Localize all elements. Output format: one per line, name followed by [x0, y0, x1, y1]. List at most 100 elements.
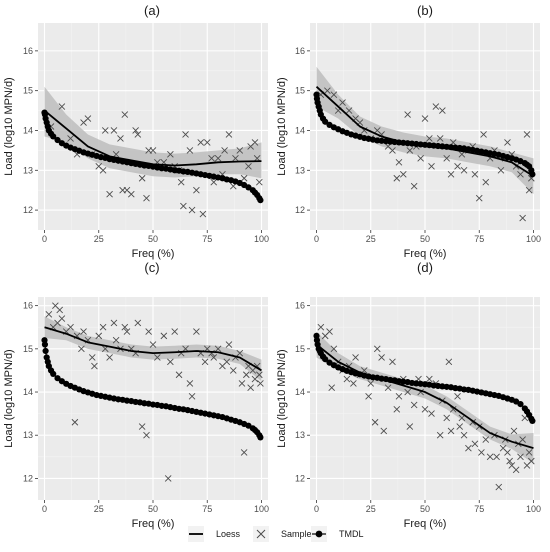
sample-point — [512, 466, 520, 474]
y-tick-label: 14 — [295, 387, 305, 397]
sample-point — [101, 127, 109, 134]
sample-point — [399, 170, 407, 178]
tmdl-point — [54, 136, 61, 144]
sample-point — [495, 483, 503, 491]
sample-point — [404, 388, 411, 396]
loess-line — [44, 326, 262, 372]
sample-point — [519, 436, 526, 443]
sample-point — [225, 341, 233, 348]
sample-point — [460, 431, 468, 439]
sample-point — [186, 380, 194, 387]
sample-point — [428, 410, 435, 417]
sample-point — [117, 135, 124, 142]
tmdl-point — [50, 370, 57, 377]
y-tick-label: 12 — [295, 473, 305, 483]
sample-point — [352, 354, 359, 361]
sample-point — [84, 115, 92, 122]
sample-point — [67, 323, 74, 331]
legend-dot-swatch — [315, 530, 323, 538]
tmdl-point — [257, 434, 264, 441]
sample-point — [221, 147, 228, 154]
y-tick-label: 16 — [295, 46, 305, 56]
sample-point — [426, 135, 433, 142]
sample-point — [193, 186, 200, 194]
sample-point — [350, 380, 357, 387]
loess-confidence-band — [316, 66, 534, 195]
chart-panel-c: 0 25 50 75 100 12 13 14 15 16 (c) Freq (%) Load (log… — [3, 260, 269, 530]
sample-point — [160, 332, 168, 340]
y-tick-label: 15 — [23, 344, 33, 354]
sample-point — [395, 159, 403, 166]
sample-point — [134, 319, 142, 327]
sample-point — [465, 444, 472, 452]
sample-point — [384, 384, 392, 392]
chart-panel-a: 0 25 50 75 100 12 13 14 15 16 (a) Freq (%) Load (log… — [3, 3, 269, 260]
sample-point — [193, 328, 200, 335]
sample-point — [389, 358, 396, 366]
x-axis-title: Freq (%) — [404, 248, 447, 260]
sample-point — [208, 155, 215, 162]
x-tick-label: 100 — [526, 504, 541, 514]
sample-point — [251, 139, 259, 146]
sample-point — [186, 147, 194, 154]
sample-point — [95, 332, 103, 340]
legend: Loess Samples TMDL — [188, 526, 364, 542]
sample-point — [447, 427, 455, 435]
x-tick-label: 75 — [474, 504, 484, 514]
sample-point — [378, 354, 385, 361]
sample-point — [240, 174, 248, 182]
x-axis-title: Freq (%) — [404, 518, 447, 530]
y-tick-label: 14 — [23, 387, 33, 397]
x-tick-label: 25 — [366, 234, 376, 244]
sample-point — [143, 431, 150, 439]
sample-point — [240, 449, 248, 456]
y-tick-label: 13 — [295, 430, 305, 440]
sample-point — [449, 405, 457, 413]
sample-point — [236, 147, 244, 154]
y-tick-label: 13 — [23, 430, 33, 440]
sample-point — [171, 328, 179, 335]
sample-point — [506, 457, 513, 465]
sample-point — [245, 162, 252, 170]
sample-point — [201, 358, 209, 366]
sample-point — [389, 147, 396, 154]
sample-point — [78, 345, 85, 353]
sample-point — [345, 107, 353, 114]
sample-point — [99, 166, 107, 174]
sample-point — [112, 336, 120, 344]
sample-point — [134, 131, 142, 138]
sample-point — [71, 418, 79, 426]
y-tick-label: 12 — [23, 473, 33, 483]
y-tick-label: 12 — [295, 205, 305, 215]
sample-point — [225, 131, 233, 138]
sample-point — [436, 431, 444, 439]
sample-point — [88, 354, 96, 361]
sample-point — [528, 457, 535, 465]
panel-title: (a) — [144, 3, 160, 18]
sample-point — [428, 162, 435, 170]
sample-point — [504, 139, 511, 146]
sample-point — [238, 380, 246, 387]
y-tick-label: 15 — [23, 86, 33, 96]
sample-point — [432, 103, 440, 110]
sample-point — [445, 358, 453, 366]
x-tick-label: 0 — [42, 504, 47, 514]
y-tick-label: 12 — [23, 205, 33, 215]
legend-label: Samples — [281, 529, 317, 539]
sample-point — [460, 166, 468, 174]
x-tick-label: 50 — [148, 234, 158, 244]
sample-point — [256, 371, 263, 379]
sample-point — [210, 354, 218, 361]
panel-title: (b) — [417, 3, 433, 18]
sample-point — [482, 178, 490, 186]
sample-point — [67, 135, 74, 142]
tmdl-point — [322, 118, 329, 125]
sample-point — [326, 328, 333, 335]
sample-point — [371, 418, 379, 426]
y-tick-label: 15 — [295, 344, 305, 354]
sample-point — [232, 155, 239, 162]
sample-point — [167, 358, 174, 366]
loess-line — [315, 86, 534, 178]
loess-confidence-band — [44, 316, 262, 382]
